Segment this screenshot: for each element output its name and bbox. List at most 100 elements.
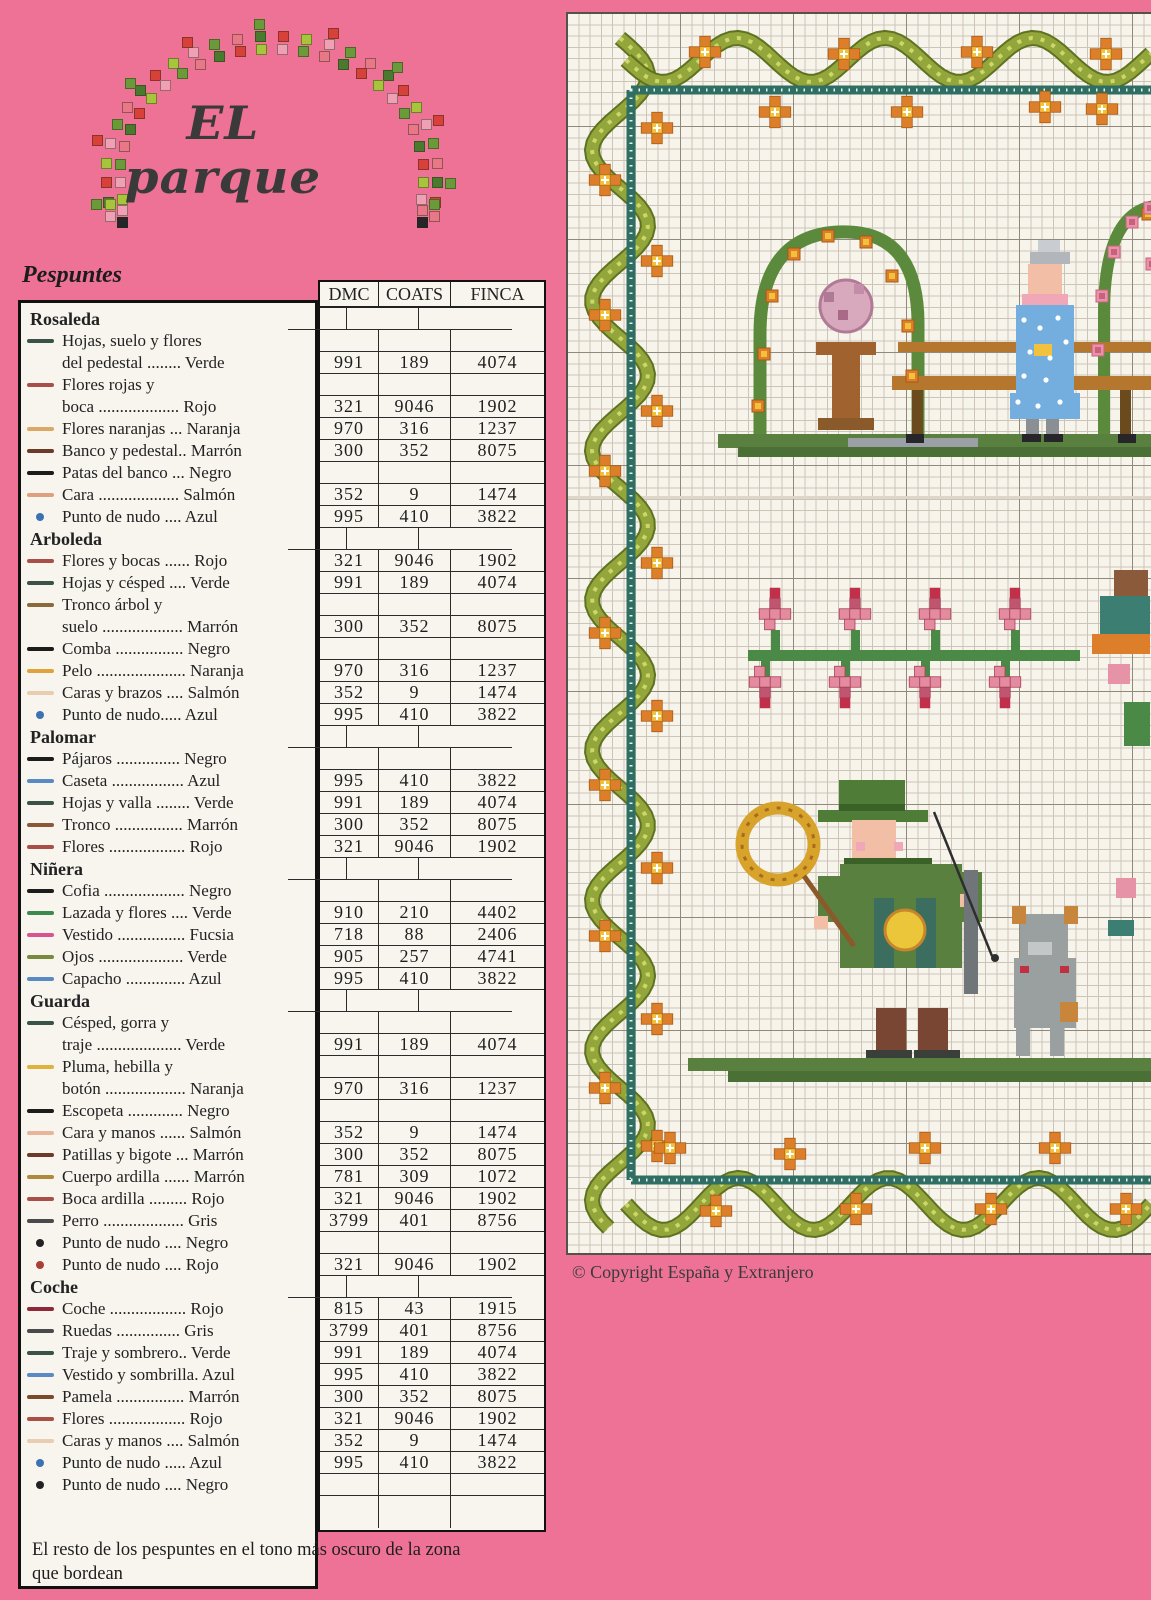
code-cell: 410 <box>378 1452 450 1474</box>
border-flower-petal <box>974 1203 987 1215</box>
arch-stitch <box>338 58 350 70</box>
motif-block <box>1028 942 1052 955</box>
code-cell: 300 <box>320 814 378 836</box>
motif-block <box>1038 240 1060 252</box>
code-cell: 410 <box>378 1364 450 1386</box>
coat-dot <box>1055 315 1061 321</box>
arch-stitch <box>101 157 113 169</box>
flower-plus <box>924 1144 926 1152</box>
code-cell: 991 <box>320 572 378 594</box>
legend-row: botón ................... Naranja 970 316 1… <box>18 1078 546 1100</box>
stitch-line-marker <box>18 1188 62 1210</box>
border-flower-petal <box>1100 58 1112 71</box>
code-cell <box>320 880 378 902</box>
garland-flower <box>919 686 931 699</box>
border-flower-petal <box>901 95 913 108</box>
border-flower-petal <box>971 56 983 69</box>
flower-plus <box>656 257 658 265</box>
code-cell <box>378 748 450 770</box>
vine-highlight <box>589 36 651 1230</box>
code-cell: 991 <box>320 1034 378 1056</box>
stitch-line-marker <box>18 1364 62 1386</box>
code-cell: 8075 <box>450 440 544 462</box>
code-cell: 321 <box>320 1254 378 1276</box>
coat-dot <box>1043 377 1049 383</box>
code-cell: 4074 <box>450 792 544 814</box>
code-cell: 3799 <box>320 1210 378 1232</box>
border-flower-petal <box>919 1152 931 1165</box>
border-flower-petal <box>640 1013 653 1025</box>
stitch-line-marker <box>18 1298 62 1320</box>
legend-label: Punto de nudo .... Negro <box>62 1233 229 1252</box>
color-swatch <box>26 669 54 673</box>
flower-plus <box>656 407 658 415</box>
code-cell: 352 <box>320 1122 378 1144</box>
arch-stitch <box>318 51 330 63</box>
code-cell: 970 <box>320 660 378 682</box>
motif-block <box>1124 702 1150 746</box>
arch-stitch <box>407 124 419 136</box>
column-header-coats: COATS <box>378 282 450 306</box>
border-flower-petal <box>599 454 611 467</box>
knot-dot-marker <box>18 1474 62 1496</box>
color-swatch <box>26 1021 54 1025</box>
stitch-line-marker <box>18 880 62 902</box>
motif-block <box>1010 393 1080 419</box>
code-cell: 300 <box>320 616 378 638</box>
coat-dot <box>1063 339 1069 345</box>
arch-stitch <box>433 114 445 126</box>
legend-label: Rosaleda <box>30 309 101 329</box>
legend-row: Punto de nudo .... Rojo 321 9046 1902 <box>18 1254 546 1276</box>
border-flower-petal <box>710 1215 722 1228</box>
code-cell <box>450 374 544 396</box>
arch-stitch <box>124 77 136 89</box>
motif-block <box>1034 344 1052 356</box>
legend-row: Pelo ..................... Naranja 970 316… <box>18 660 546 682</box>
legend-label: Guarda <box>30 991 91 1011</box>
flower-plus <box>604 467 606 475</box>
code-cell: 9046 <box>378 550 450 572</box>
border-flower-petal <box>699 1205 712 1217</box>
code-cell: 88 <box>378 924 450 946</box>
border-flower-petal <box>709 46 722 58</box>
orange-bud-center <box>755 403 761 409</box>
arch-stitch <box>116 204 128 216</box>
color-swatch <box>26 647 54 651</box>
flower-plus <box>604 176 606 184</box>
arch-stitch <box>150 70 162 82</box>
code-cell: 3822 <box>450 506 544 528</box>
legend-label: boca ................... Rojo <box>62 397 217 416</box>
code-cell <box>288 308 346 330</box>
border-flower-petal <box>1130 1203 1143 1215</box>
code-cells: 300 352 8075 <box>320 1144 544 1166</box>
legend-row: Punto de nudo..... Azul 995 410 3822 <box>18 704 546 726</box>
legend-row: Tronco árbol y <box>18 594 546 616</box>
legend-row: suelo ................... Marrón 300 352 80… <box>18 616 546 638</box>
code-cell <box>288 726 346 748</box>
coat-dot <box>1057 399 1063 405</box>
legend-label: Capacho .............. Azul <box>62 969 222 988</box>
code-cell <box>378 330 450 352</box>
arch-stitch <box>115 158 127 170</box>
arch-stitch <box>160 79 172 91</box>
code-cells <box>320 748 544 770</box>
stitch-line-marker <box>18 374 62 396</box>
code-cells: 905 257 4741 <box>320 946 544 968</box>
code-cell: 300 <box>320 1386 378 1408</box>
color-swatch <box>26 1065 54 1069</box>
code-cells: 3799 401 8756 <box>320 1320 544 1342</box>
code-cells: 352 9 1474 <box>320 484 544 506</box>
border-flower-petal <box>588 930 601 942</box>
stitch-line-marker <box>18 462 62 484</box>
code-cell <box>450 1056 544 1078</box>
code-cell: 410 <box>378 770 450 792</box>
code-cells <box>288 858 512 880</box>
garland-flower <box>988 676 1001 688</box>
code-cell <box>450 1012 544 1034</box>
code-cell <box>320 1012 378 1034</box>
arch-stitch <box>176 68 188 80</box>
code-cell <box>320 748 378 770</box>
vine-highlight <box>624 35 1151 84</box>
code-cell <box>418 990 512 1012</box>
motif-block <box>931 630 940 650</box>
